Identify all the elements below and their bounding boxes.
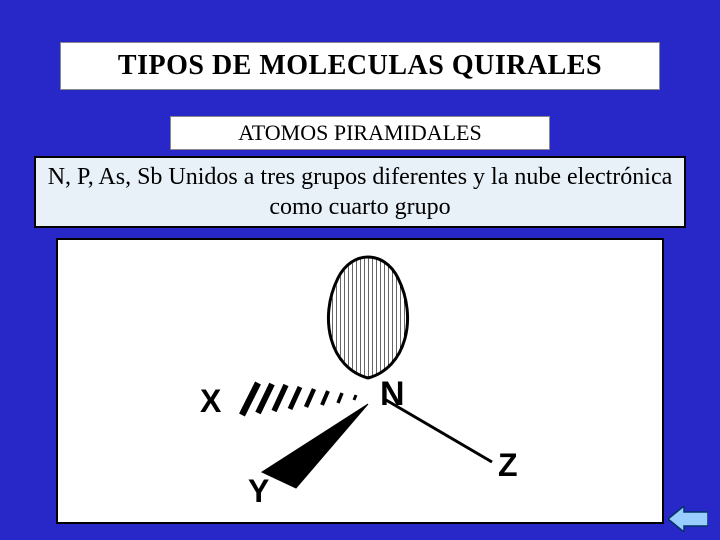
bond-n-x-dashed-wedge bbox=[242, 383, 356, 415]
lone-pair-lobe bbox=[328, 257, 407, 378]
title-box: TIPOS DE MOLECULAS QUIRALES bbox=[60, 42, 660, 90]
molecule-diagram-box: N X Y Z bbox=[56, 238, 664, 524]
bond-n-y-solid-wedge bbox=[262, 404, 368, 488]
description-box: N, P, As, Sb Unidos a tres grupos difere… bbox=[34, 156, 686, 228]
atom-label-z: Z bbox=[498, 447, 518, 483]
atom-label-x: X bbox=[200, 383, 222, 419]
subtitle-box: ATOMOS PIRAMIDALES bbox=[170, 116, 550, 150]
slide-title: TIPOS DE MOLECULAS QUIRALES bbox=[118, 50, 602, 82]
slide-description: N, P, As, Sb Unidos a tres grupos difere… bbox=[46, 162, 674, 222]
back-arrow-button[interactable] bbox=[668, 506, 708, 532]
molecule-diagram: N X Y Z bbox=[80, 240, 640, 522]
atom-label-n: N bbox=[380, 375, 405, 413]
atom-label-y: Y bbox=[248, 473, 269, 509]
slide-subtitle: ATOMOS PIRAMIDALES bbox=[238, 120, 481, 146]
